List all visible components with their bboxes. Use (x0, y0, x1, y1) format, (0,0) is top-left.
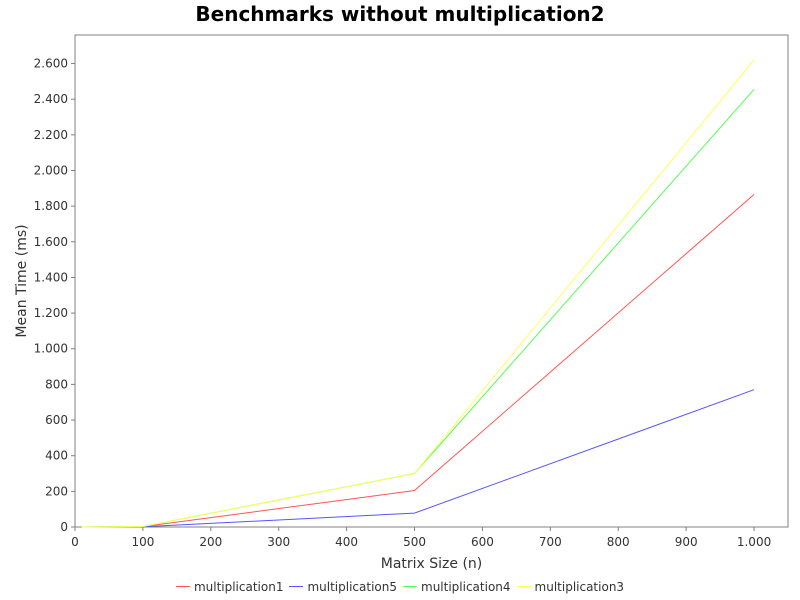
legend-swatch (516, 586, 531, 587)
x-tick-label: 700 (539, 535, 562, 549)
x-tick-label: 400 (335, 535, 358, 549)
y-tick-label: 0 (60, 520, 68, 534)
legend: multiplication1 multiplication5 multiplica… (0, 580, 800, 594)
y-tick-label: 1.600 (34, 235, 68, 249)
legend-item-multiplication1: multiplication1 (175, 580, 284, 594)
x-tick-label: 1.000 (737, 535, 771, 549)
y-tick-label: 1.000 (34, 342, 68, 356)
legend-swatch (403, 586, 417, 587)
legend-swatch (175, 586, 190, 587)
legend-item-multiplication5: multiplication5 (289, 580, 397, 594)
x-tick-label: 600 (471, 535, 494, 549)
x-tick-label: 800 (607, 535, 630, 549)
x-tick-label: 300 (267, 535, 290, 549)
legend-label: multiplication3 (534, 580, 625, 594)
y-tick-label: 2.200 (34, 128, 68, 142)
x-tick-label: 900 (675, 535, 698, 549)
y-tick-label: 2.000 (34, 163, 68, 177)
legend-label: multiplication5 (307, 580, 397, 594)
y-tick-label: 400 (45, 449, 68, 463)
legend-item-multiplication3: multiplication3 (516, 580, 625, 594)
y-tick-label: 200 (45, 484, 68, 498)
x-tick-label: 100 (131, 535, 154, 549)
y-axis: 0 200 400 600 800 1.000 1.200 1.400 1.600 1.800 2.… (34, 57, 75, 534)
x-tick-label: 200 (199, 535, 222, 549)
chart-title: Benchmarks without multiplication2 (195, 2, 605, 26)
y-tick-label: 800 (45, 377, 68, 391)
y-tick-label: 600 (45, 413, 68, 427)
y-axis-title: Mean Time (ms) (14, 224, 30, 337)
series-lines (81, 59, 755, 528)
plot-area (74, 34, 789, 528)
series-line-multiplication3 (81, 59, 755, 528)
legend-item-multiplication4: multiplication4 (403, 580, 511, 594)
x-tick-label: 500 (403, 535, 426, 549)
y-tick-label: 1.400 (34, 270, 68, 284)
x-tick-label: 0 (71, 535, 79, 549)
y-tick-label: 1.200 (34, 306, 68, 320)
legend-label: multiplication1 (193, 580, 284, 594)
y-tick-label: 2.400 (34, 92, 68, 106)
x-axis-title: Matrix Size (n) (381, 556, 483, 572)
y-tick-label: 1.800 (34, 199, 68, 213)
x-axis: 0 100 200 300 400 500 600 700 800 900 1.000 (71, 527, 771, 549)
legend-label: multiplication4 (421, 580, 511, 594)
y-tick-label: 2.600 (34, 57, 68, 71)
legend-swatch (289, 586, 304, 587)
